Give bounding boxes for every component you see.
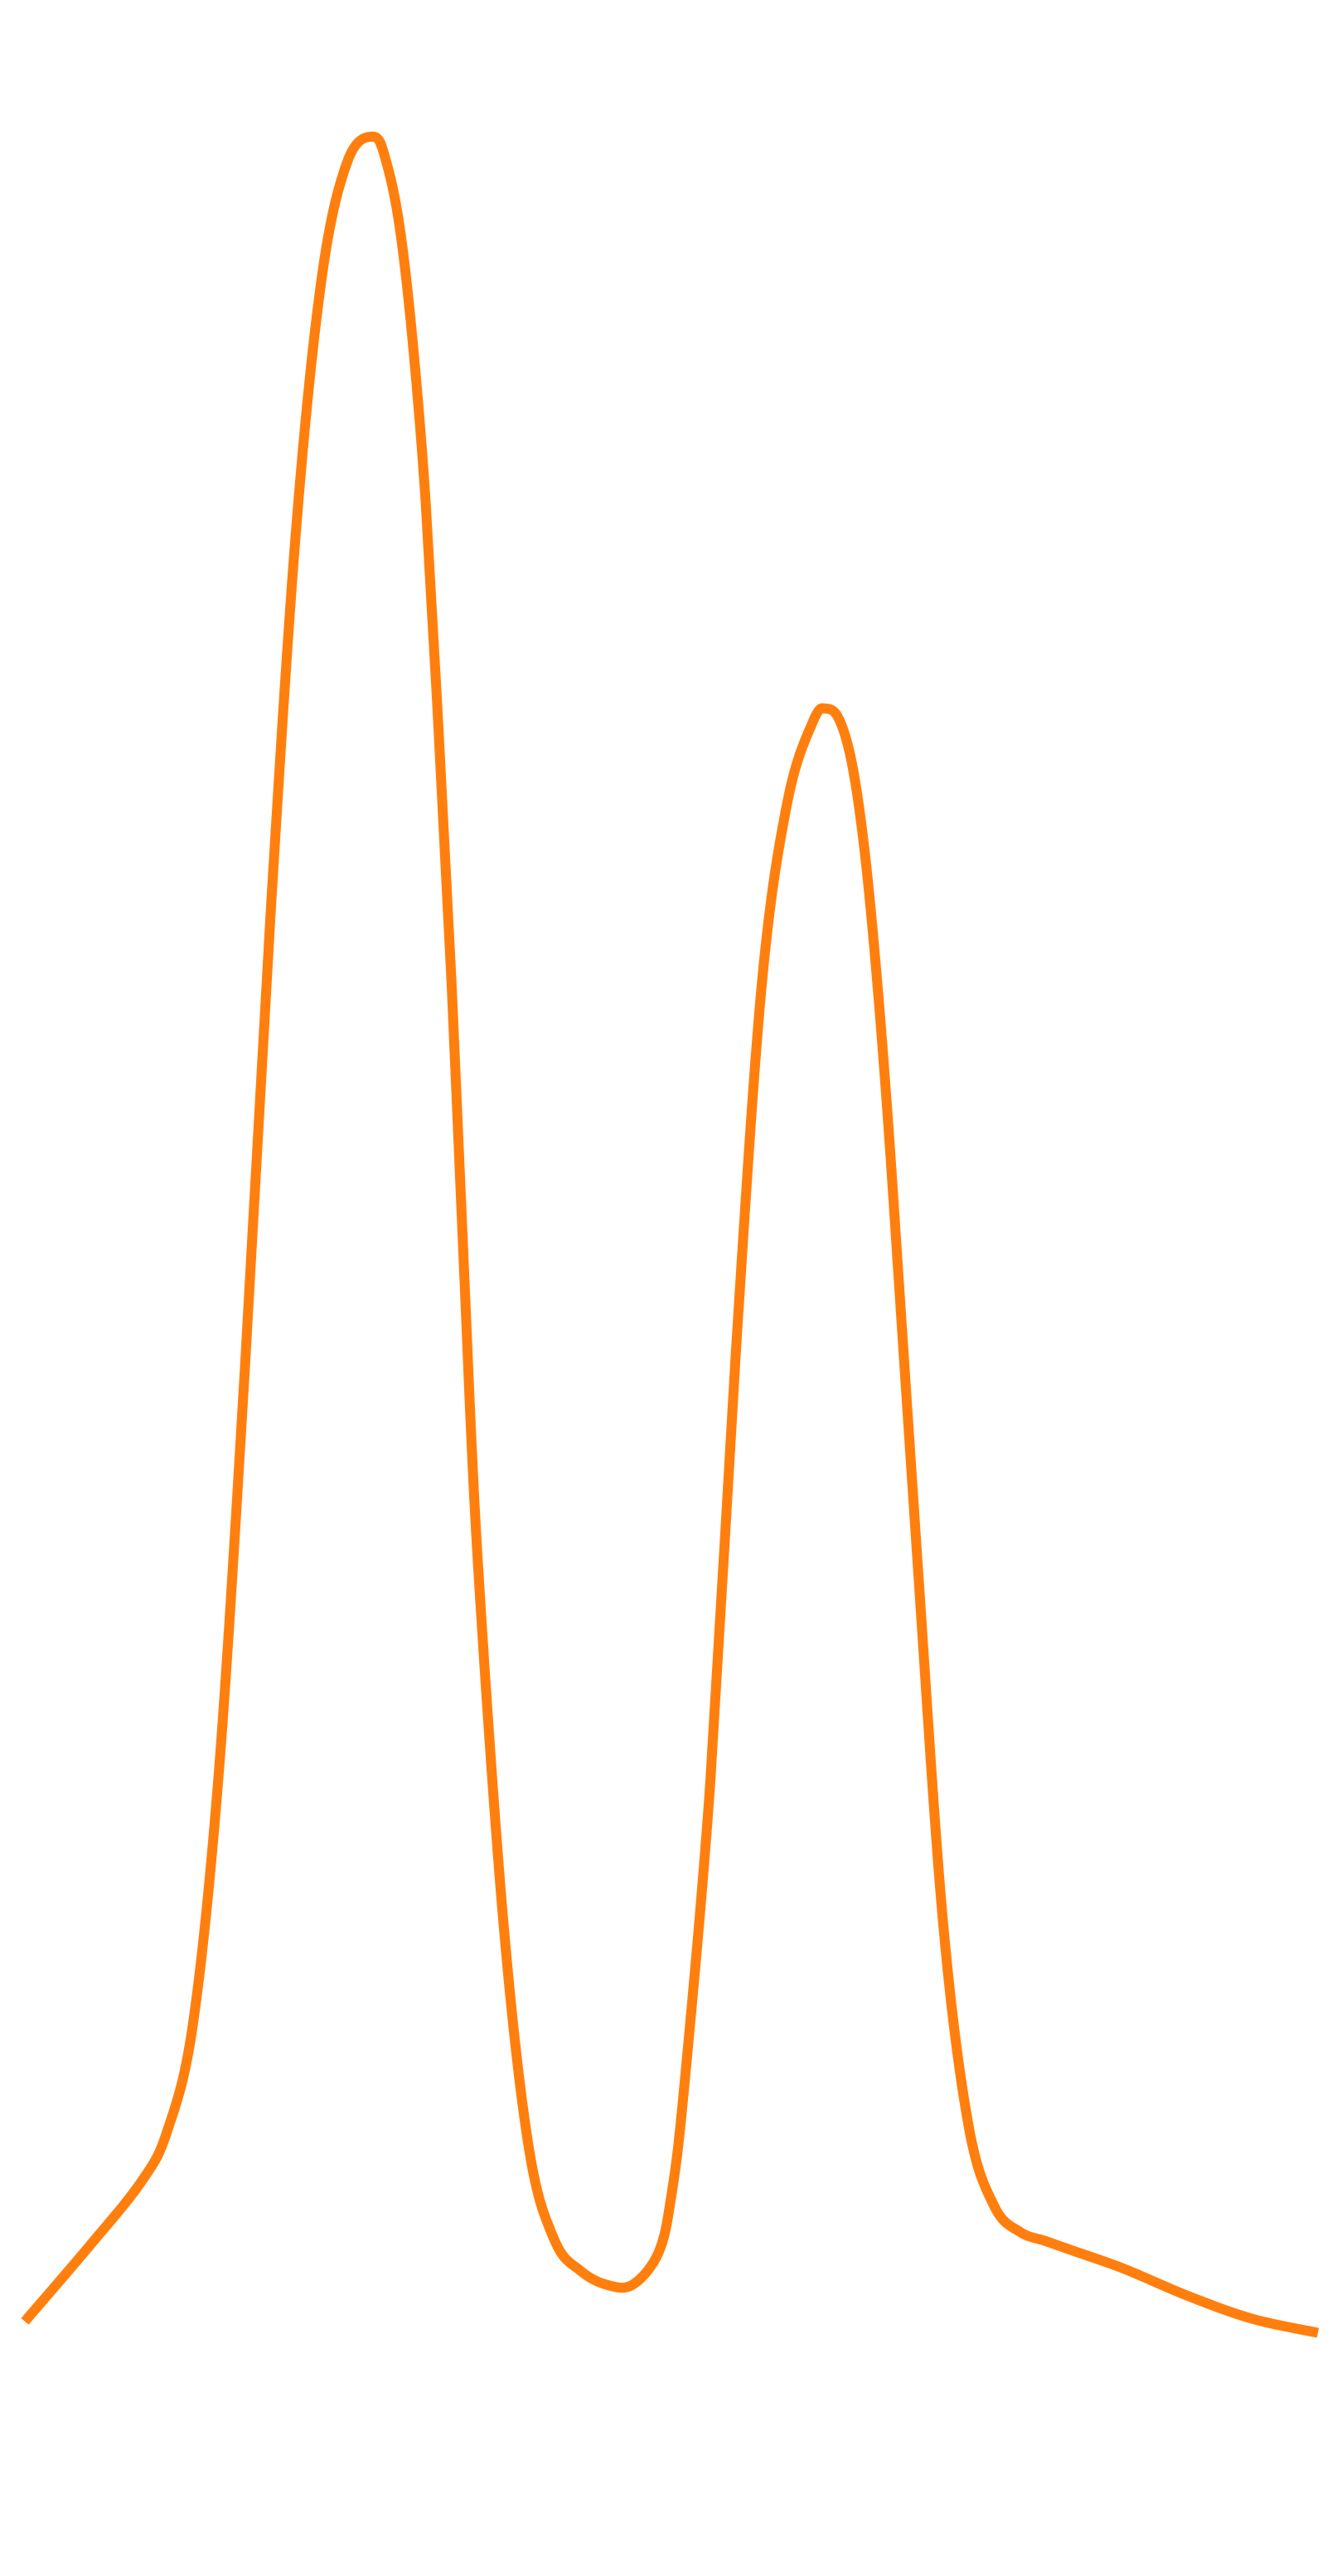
- series-layer: [21, 131, 1320, 2338]
- series-line-1: [21, 131, 1320, 2338]
